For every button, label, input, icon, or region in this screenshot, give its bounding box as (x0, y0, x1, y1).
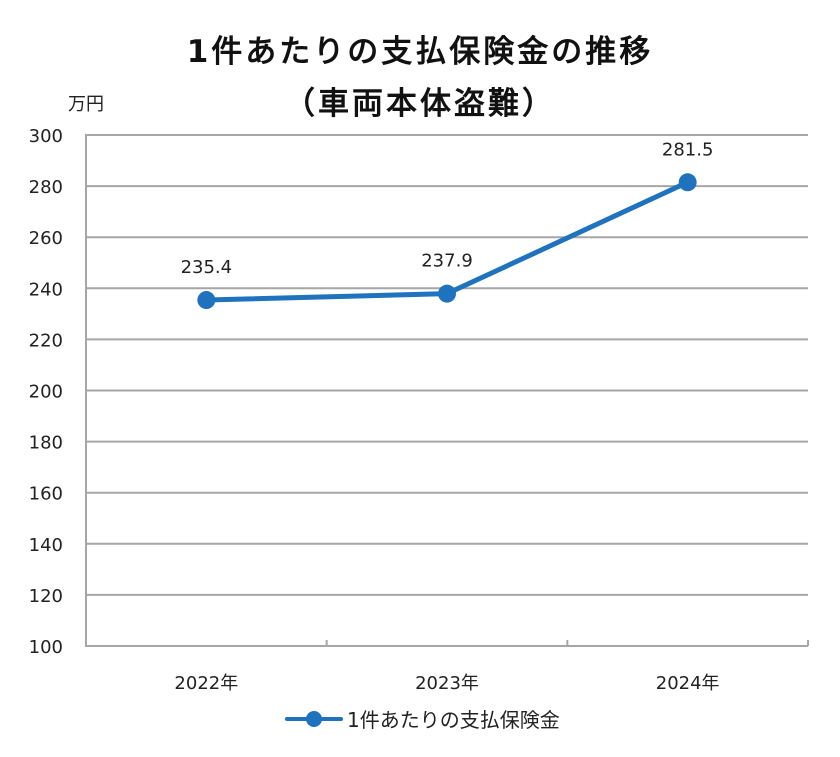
y-tick-label: 300 (29, 126, 63, 147)
y-tick-label: 220 (29, 330, 63, 351)
y-tick-label: 280 (29, 177, 63, 198)
data-point-marker (438, 284, 456, 303)
x-tick-label: 2023年 (415, 673, 479, 694)
legend-label: 1件あたりの支払保険金 (347, 708, 560, 732)
y-tick-label: 180 (29, 433, 63, 454)
data-point-marker (197, 291, 216, 310)
y-tick-label: 200 (29, 382, 63, 403)
x-tick-label: 2024年 (656, 673, 720, 694)
legend: 1件あたりの支払保険金 (285, 704, 560, 733)
y-axis-unit-label: 万円 (68, 94, 104, 115)
axes (85, 134, 808, 647)
data-label: 235.4 (181, 257, 233, 278)
chart-subtitle: （車両本体盗難） (284, 86, 556, 122)
data-label: 237.9 (421, 251, 473, 272)
data-label: 281.5 (662, 139, 714, 160)
y-tick-label: 100 (29, 637, 63, 658)
y-tick-label: 260 (29, 228, 63, 249)
y-tick-label: 140 (29, 535, 63, 556)
y-tick-label: 160 (29, 484, 63, 505)
x-tick-label: 2022年 (174, 673, 238, 694)
data-series: 235.4 237.9 281.5 (181, 139, 714, 310)
y-tick-label: 240 (29, 279, 63, 300)
data-point-marker (678, 173, 697, 192)
y-tick-label: 120 (29, 586, 63, 607)
legend-line-marker-icon (285, 709, 343, 729)
series-line (206, 179, 689, 303)
chart-title: 1件あたりの支払保険金の推移 (186, 34, 654, 70)
gridlines (86, 134, 808, 596)
y-axis-ticks: 100 120 140 160 180 200 220 240 260 280 300 (29, 126, 63, 658)
x-axis-ticks: 2022年 2023年 2024年 (174, 640, 809, 694)
